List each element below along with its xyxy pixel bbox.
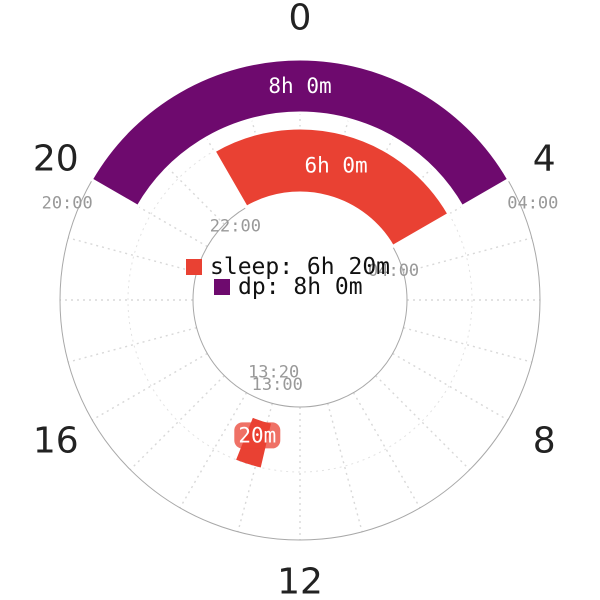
legend-item: dp: 8h 0m (214, 274, 363, 300)
segment-end-label: 04:00 (507, 194, 558, 214)
hour-tick-label: 0 (289, 0, 312, 39)
grid-line (403, 237, 533, 273)
grid-line (403, 327, 533, 363)
hour-tick-label: 16 (33, 421, 79, 462)
grid-line (327, 403, 363, 533)
hour-tick-label: 12 (277, 562, 323, 600)
segment-start-label: 22:00 (210, 216, 261, 236)
segment-duration-label: 6h 0m (304, 153, 367, 177)
grid-line (67, 237, 197, 273)
segment-start-label: 13:00 (252, 375, 303, 395)
duration-badge: 20m (234, 422, 281, 449)
hour-tick-label: 4 (533, 139, 556, 180)
grid-line (91, 179, 208, 248)
hour-tick-label: 8 (533, 421, 556, 462)
grid-line (91, 352, 208, 421)
legend-label: dp: 8h 0m (238, 274, 363, 300)
grid-line (237, 403, 273, 533)
grid-line (352, 392, 421, 509)
grid-line (129, 129, 225, 225)
segment-sleep (211, 126, 452, 249)
legend-label: sleep: 6h 20m (210, 254, 390, 280)
legend-swatch (186, 259, 202, 275)
grid-line (375, 375, 471, 471)
segment-end-label: 13:20 (248, 362, 299, 382)
grid-line (392, 352, 509, 421)
grid-line (179, 392, 248, 509)
segments (89, 57, 511, 468)
legend-item: sleep: 6h 20m (186, 254, 390, 280)
segment-end-label: 04:00 (368, 261, 419, 281)
grid-line (67, 327, 197, 363)
hour-tick-label: 20 (33, 139, 79, 180)
grid-line (129, 375, 225, 471)
duration-badge-bg (234, 422, 281, 449)
segment-duration-label: 8h 0m (268, 74, 331, 98)
legend-swatch (214, 279, 230, 295)
segment-dp (89, 57, 511, 209)
segment-start-label: 20:00 (42, 194, 93, 214)
segment-duration-label: 20m (238, 423, 276, 447)
